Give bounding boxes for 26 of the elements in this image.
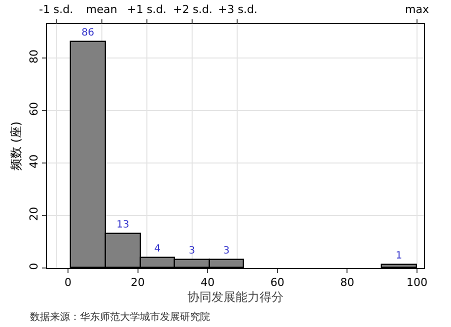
ref-line-label: +1 s.d. xyxy=(127,3,166,16)
data-label: 3 xyxy=(188,245,196,256)
data-label: 13 xyxy=(116,219,130,230)
ref-line-label: mean xyxy=(86,3,118,16)
source-note: 数据来源：华东师范大学城市发展研究院 xyxy=(30,311,210,323)
x-axis-title: 协同发展能力得分 xyxy=(188,290,284,304)
x-tick-label: 60 xyxy=(270,276,284,290)
y-tick-label: 0 xyxy=(28,262,41,270)
y-axis-title: 频数 (座) xyxy=(8,121,23,171)
data-label: 1 xyxy=(396,250,402,262)
y-tick-label: 20 xyxy=(28,206,41,221)
x-tick-label: 20 xyxy=(130,276,145,290)
ref-line-label: +2 s.d. xyxy=(173,3,212,16)
x-tick-label: 80 xyxy=(340,276,354,290)
y-tick-label: 40 xyxy=(28,154,41,168)
y-tick-label: 60 xyxy=(28,102,41,116)
y-tick-label: 80 xyxy=(28,49,41,64)
data-label: 86 xyxy=(82,27,94,38)
data-label: 3 xyxy=(223,245,230,256)
ref-line-label: -1 s.d. xyxy=(39,3,74,16)
data-label: 4 xyxy=(154,243,161,254)
x-tick-label: 0 xyxy=(64,276,72,290)
x-tick-label: 100 xyxy=(406,276,428,290)
ref-line-label: +3 s.d. xyxy=(218,3,258,16)
x-tick-label: 40 xyxy=(200,276,215,290)
ref-line-label: max xyxy=(405,3,430,16)
